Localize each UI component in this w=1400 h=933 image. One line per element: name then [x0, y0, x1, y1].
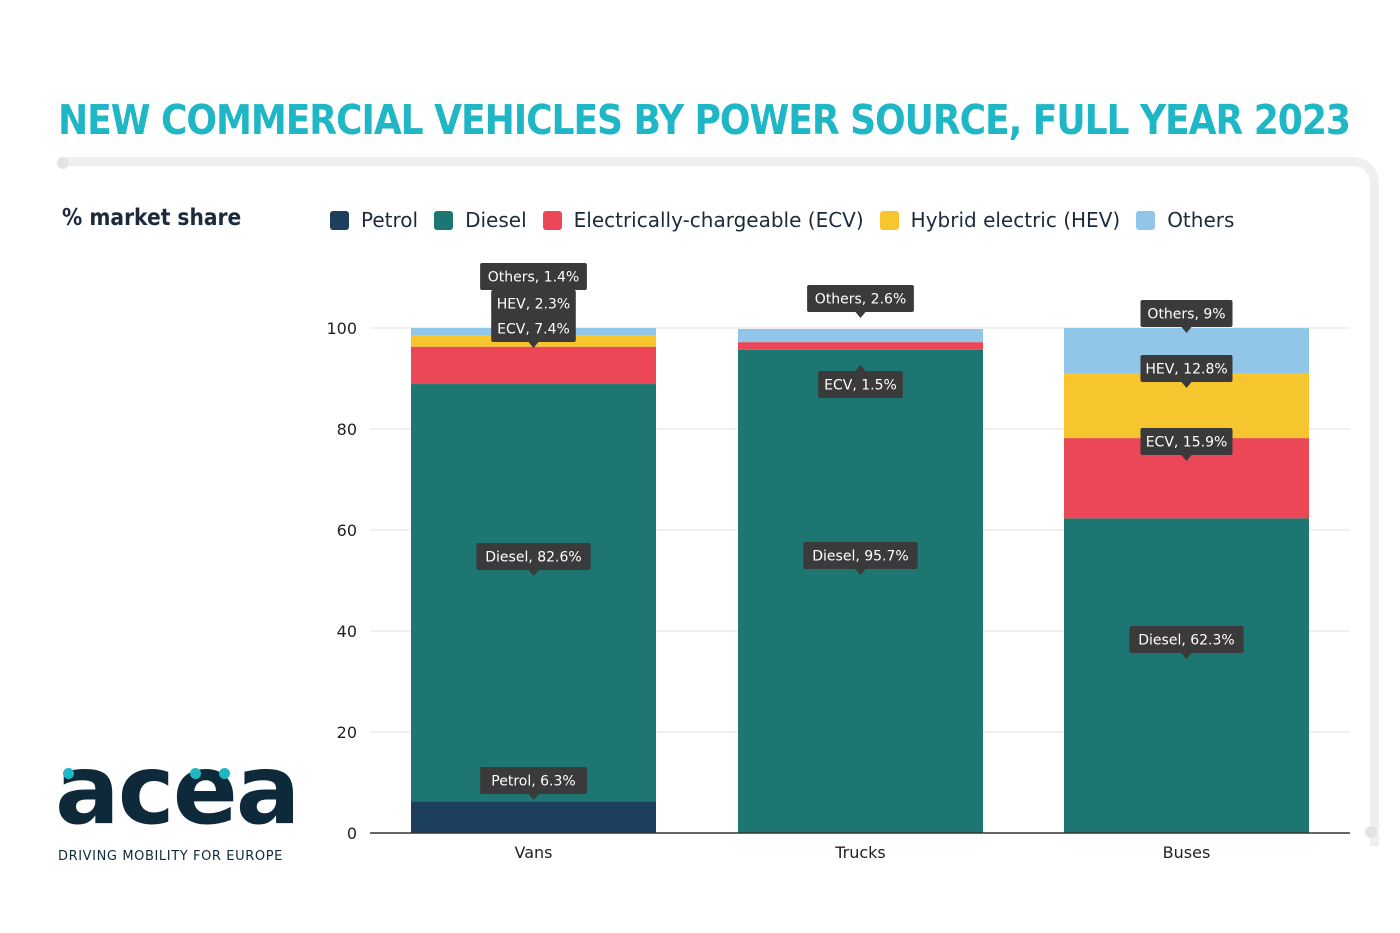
data-label: Others, 2.6%: [815, 292, 907, 308]
data-label: Diesel, 62.3%: [1138, 633, 1234, 649]
frame-end-dot: [1365, 826, 1377, 838]
data-label-box: [480, 767, 587, 794]
legend-item-diesel: Diesel: [434, 208, 527, 232]
bar-segment-vans-ecv: [411, 346, 656, 385]
data-label: ECV, 15.9%: [1146, 435, 1228, 451]
chart-frame: [62, 157, 1379, 846]
data-label-pointer: [855, 569, 866, 575]
data-label-pointer: [1181, 327, 1192, 333]
data-label-pointer: [528, 570, 539, 576]
y-tick-label: 100: [326, 319, 357, 338]
frame-end-dot: [57, 157, 69, 169]
chart-title: NEW COMMERCIAL VEHICLES BY POWER SOURCE,…: [58, 96, 1351, 144]
data-label-box: [476, 543, 591, 570]
data-label: Others, 9%: [1147, 307, 1225, 323]
legend-label: Petrol: [361, 208, 419, 232]
legend-swatch: [330, 210, 349, 230]
x-category-label: Buses: [1163, 843, 1211, 862]
data-label-box: [1129, 626, 1244, 653]
legend-label: Electrically-chargeable (ECV): [573, 208, 864, 232]
bar-segment-trucks-ecv: [738, 342, 983, 350]
legend: Petrol Diesel Electrically-chargeable (E…: [330, 208, 1250, 232]
y-axis-label: % market share: [62, 205, 242, 231]
data-label: Diesel, 95.7%: [812, 549, 908, 565]
data-label-box: [1140, 428, 1233, 455]
x-category-label: Vans: [515, 843, 553, 862]
data-label: HEV, 2.3%: [497, 297, 570, 313]
legend-swatch: [542, 210, 562, 230]
bar-segment-vans-diesel: [411, 384, 656, 802]
data-label-box: [1140, 300, 1233, 327]
data-label-box: [803, 542, 918, 569]
logo-dot: [63, 768, 74, 779]
bar-segment-buses-diesel: [1064, 518, 1309, 833]
y-tick-label: 20: [337, 723, 357, 742]
y-tick-label: 60: [337, 521, 357, 540]
y-tick-label: 80: [337, 420, 357, 439]
data-label-pointer: [1181, 382, 1192, 388]
logo-dot: [190, 768, 201, 779]
data-label-pointer: [528, 342, 539, 348]
legend-item-others: Others: [1136, 208, 1234, 232]
data-label: ECV, 1.5%: [824, 378, 897, 394]
x-category-label: Trucks: [834, 843, 886, 862]
logo-tagline: DRIVING MOBILITY FOR EUROPE: [58, 849, 283, 864]
data-label-pointer: [1181, 455, 1192, 461]
data-label-box: [480, 263, 587, 290]
data-label-box: [1140, 355, 1233, 382]
bar-segment-trucks-others: [738, 329, 983, 343]
data-label: Diesel, 82.6%: [485, 550, 581, 566]
y-tick-label: 40: [337, 622, 357, 641]
data-label: ECV, 7.4%: [497, 322, 570, 338]
data-label-pointer: [528, 290, 539, 296]
legend-label: Others: [1167, 208, 1235, 232]
data-label: Others, 1.4%: [488, 270, 580, 286]
data-label-pointer: [528, 794, 539, 800]
legend-label: Hybrid electric (HEV): [910, 208, 1121, 232]
y-tick-label: 0: [347, 824, 357, 843]
data-label-box: [818, 371, 903, 398]
bar-segment-vans-petrol: [411, 801, 656, 833]
data-label-pointer: [1181, 653, 1192, 659]
data-label-box: [491, 290, 576, 317]
legend-swatch: [879, 210, 899, 230]
legend-item-hev: Hybrid electric (HEV): [879, 208, 1121, 232]
legend-label: Diesel: [465, 208, 527, 232]
acea-logo: acea: [55, 734, 301, 846]
data-label: HEV, 12.8%: [1145, 362, 1227, 378]
logo-dot: [219, 768, 230, 779]
data-label-pointer: [855, 312, 866, 318]
data-label-box: [491, 315, 576, 342]
data-label: Petrol, 6.3%: [491, 774, 575, 790]
legend-swatch: [434, 210, 454, 230]
data-label-pointer: [855, 365, 866, 371]
legend-item-ecv: Electrically-chargeable (ECV): [542, 208, 864, 232]
data-label-box: [807, 285, 914, 312]
legend-swatch: [1136, 210, 1156, 230]
legend-item-petrol: Petrol: [330, 208, 418, 232]
bar-segment-trucks-diesel: [738, 349, 983, 833]
data-label-pointer: [528, 317, 539, 323]
